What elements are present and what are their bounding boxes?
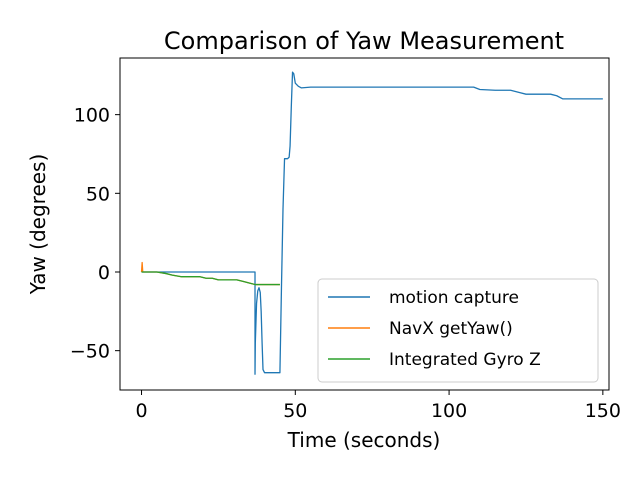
legend: motion capture NavX getYaw() Integrated Gy… (317, 278, 599, 383)
plot-frame (119, 57, 610, 391)
y-tick-label: 0 (98, 262, 110, 284)
chart-title: Comparison of Yaw Measurement (164, 27, 564, 55)
x-tick-label: 100 (431, 400, 467, 422)
y-tick-label: −50 (70, 341, 110, 363)
legend-label-2: NavX getYaw() (389, 319, 513, 339)
x-axis-title: Time (seconds) (287, 428, 441, 452)
x-tick-label: 150 (585, 400, 621, 422)
legend-box (317, 278, 599, 383)
x-tick-label: 0 (135, 400, 147, 422)
legend-label-3: Integrated Gyro Z (389, 350, 541, 370)
y-axis-title: Yaw (degrees) (26, 154, 50, 296)
y-tick-label: 50 (86, 183, 110, 205)
y-tick-label: 100 (74, 105, 110, 127)
series-line-1 (141, 71, 603, 375)
x-tick-label: 50 (283, 400, 307, 422)
series-line-3 (141, 271, 280, 286)
legend-label-1: motion capture (389, 288, 519, 308)
